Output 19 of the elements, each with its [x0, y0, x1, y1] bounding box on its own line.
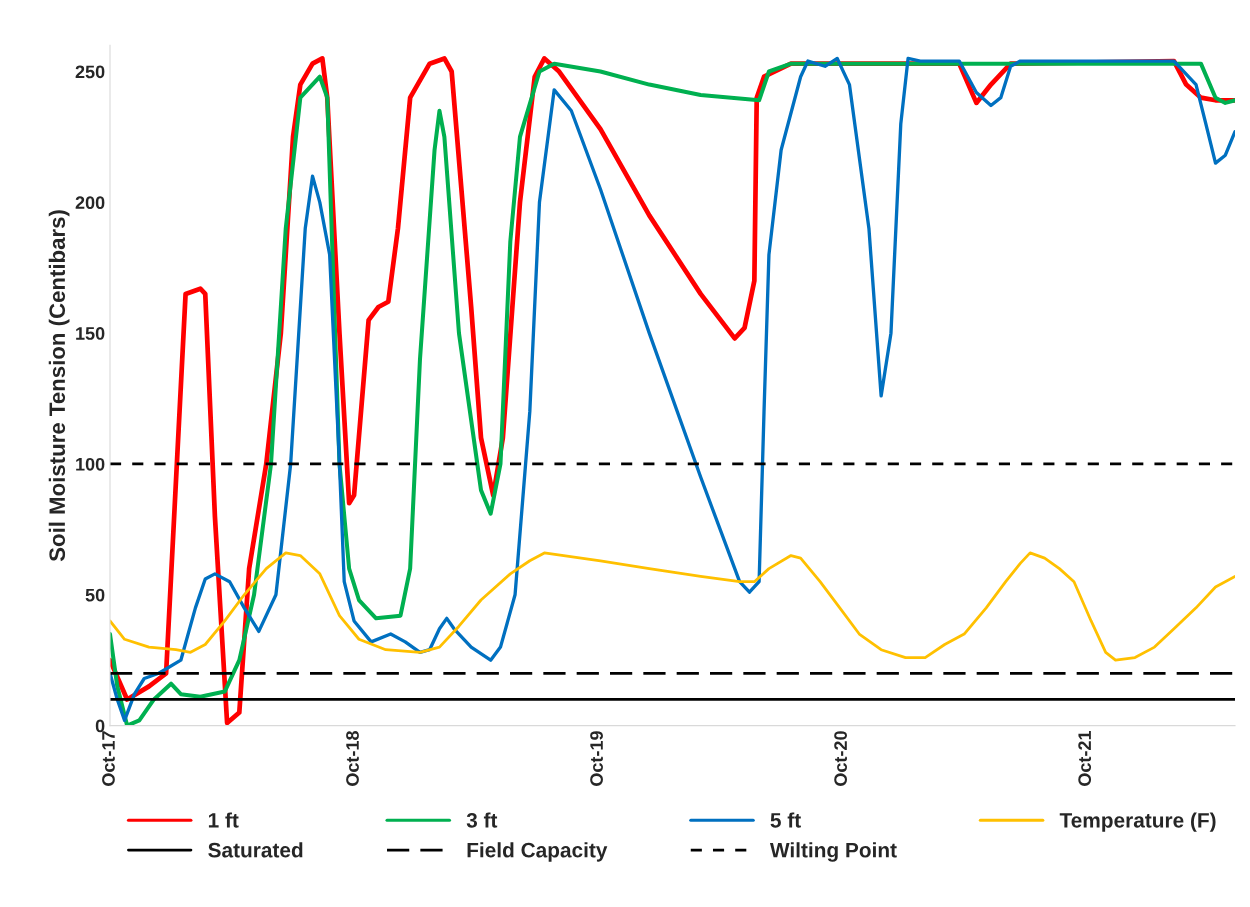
x-tick-label: Oct-20: [834, 731, 847, 786]
y-tick-label: 100: [76, 457, 105, 471]
legend-label: Temperature (F): [1059, 812, 1216, 832]
y-tick-label: 0: [95, 719, 105, 733]
y-tick-label: 250: [75, 65, 105, 79]
x-tick-label: Oct-17: [102, 731, 115, 786]
legend-label: 3 ft: [466, 812, 498, 828]
x-tick-label: Oct-21: [1078, 730, 1092, 786]
legend-label: Wilting Point: [769, 842, 897, 862]
y-tick-label: 200: [75, 196, 105, 210]
legend-label: Field Capacity: [467, 842, 608, 862]
legend-label: 1 ft: [208, 812, 239, 828]
x-tick-label: Oct-18: [346, 731, 359, 786]
legend-label: 5 ft: [770, 812, 801, 828]
x-tick-label: Oct-19: [590, 731, 603, 786]
y-tick-label: 150: [76, 327, 105, 340]
y-axis-title: Soil Moisture Tension (Centibars): [48, 210, 70, 562]
y-tick-label: 50: [85, 588, 105, 602]
legend-label: Saturated: [208, 842, 303, 858]
